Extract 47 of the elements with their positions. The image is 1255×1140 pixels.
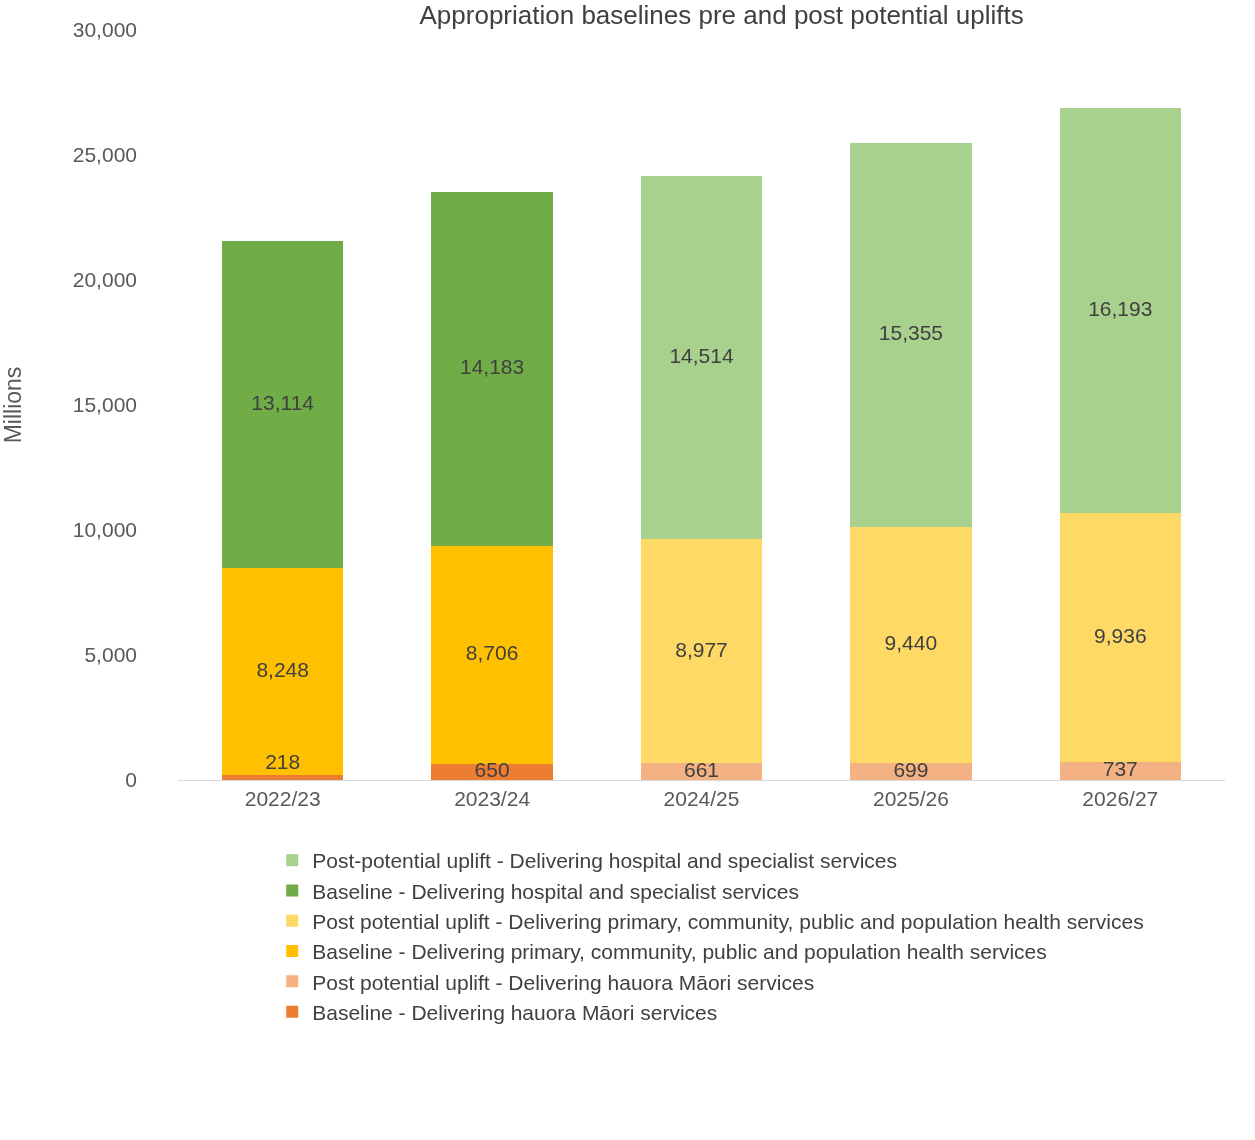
data-label: 737: [1102, 757, 1138, 781]
data-label: 16,193: [1088, 297, 1153, 321]
data-label: 699: [893, 757, 929, 781]
y-tick-label: 10,000: [72, 518, 137, 542]
legend-label: Post potential uplift - Delivering primary, community, public and population health services: [312, 909, 1144, 933]
legend-label: Baseline - Delivering hauora Māori services: [312, 1000, 718, 1024]
data-label: 9,440: [884, 630, 938, 654]
data-label: 8,248: [256, 657, 309, 681]
legend-label: Baseline - Delivering primary, community, public and population health services: [312, 940, 1047, 964]
x-tick-label: 2023/24: [454, 787, 531, 811]
x-tick-label: 2022/23: [244, 787, 321, 811]
bar: [640, 539, 763, 764]
y-tick-label: 25,000: [72, 143, 137, 167]
bar: [850, 142, 972, 527]
y-tick-label: 15,000: [72, 393, 137, 417]
data-label: 13,114: [251, 390, 315, 414]
data-label: 14,183: [459, 355, 525, 379]
data-label: 8,706: [465, 641, 519, 665]
x-tick-label: 2024/25: [663, 787, 740, 811]
chart-title: Appropriation baselines pre and post potential uplifts: [419, 0, 1024, 30]
bar: [221, 774, 344, 780]
legend-label: Post-potential uplift - Delivering hospital and specialist services: [312, 849, 898, 873]
data-label: 8,977: [675, 637, 728, 661]
bar: [850, 526, 972, 763]
y-tick-label: 0: [125, 768, 137, 792]
data-label: 650: [474, 758, 510, 782]
bar: [431, 546, 553, 764]
x-tick-label: 2025/26: [872, 787, 949, 811]
data-label: 218: [265, 750, 301, 774]
y-tick-label: 20,000: [72, 268, 137, 292]
bar: [221, 240, 344, 569]
legend-label: Post potential uplift - Delivering hauora Māori services: [312, 970, 815, 994]
bar: [1059, 513, 1182, 762]
bar: [221, 568, 344, 775]
y-tick-label: 30,000: [72, 18, 137, 42]
data-label: 15,355: [878, 320, 944, 344]
data-label: 661: [683, 757, 720, 781]
data-label: 14,514: [669, 343, 734, 367]
bar: [640, 176, 763, 540]
bar: [640, 763, 763, 780]
x-tick-label: 2026/27: [1082, 787, 1159, 811]
bar: [1059, 108, 1182, 514]
data-label: 9,936: [1094, 623, 1147, 647]
y-tick-label: 5,000: [84, 643, 137, 667]
bar: [431, 191, 553, 547]
legend-label: Baseline - Delivering hospital and specialist services: [312, 879, 799, 903]
y-axis-title: Millions: [0, 366, 26, 444]
